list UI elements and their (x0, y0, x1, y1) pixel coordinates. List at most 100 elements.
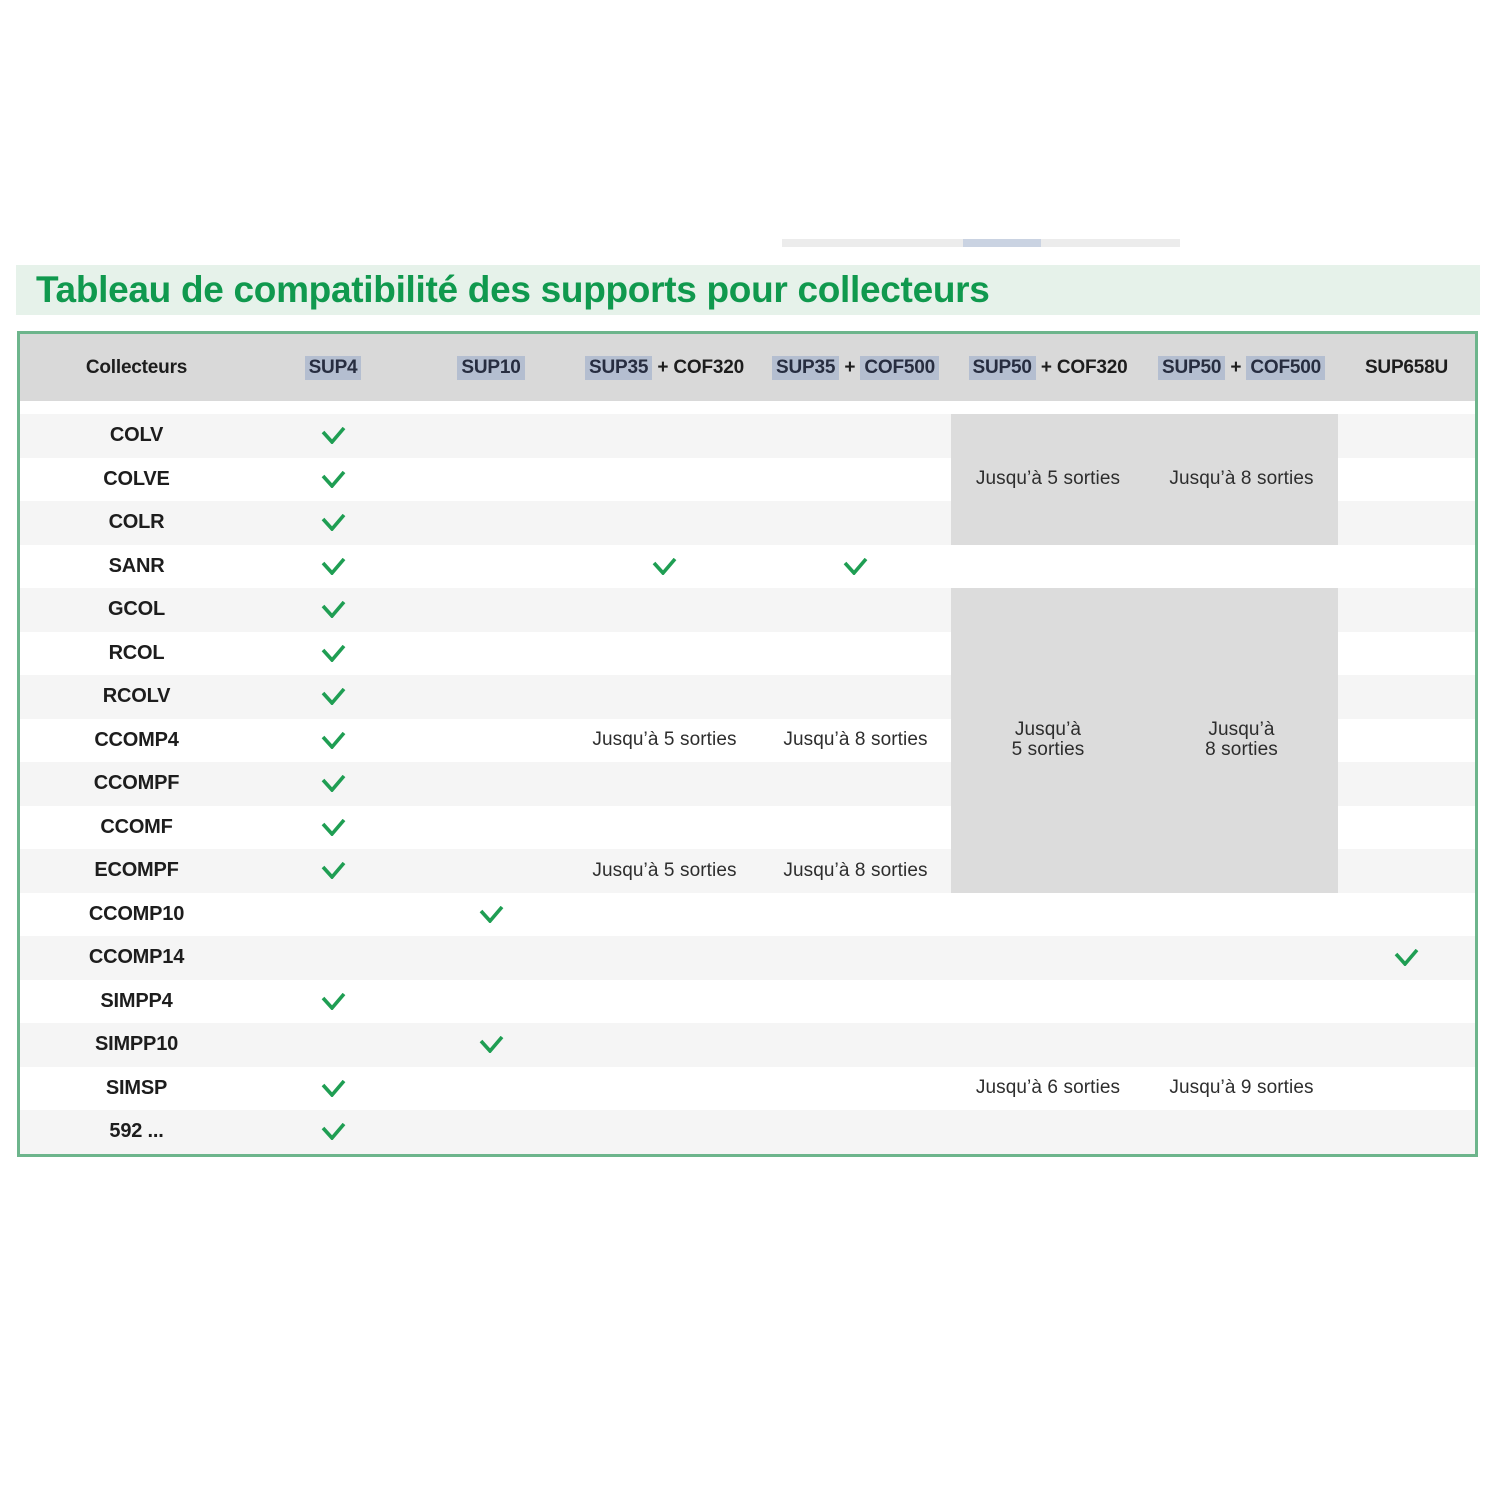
table-cell (951, 1110, 1145, 1154)
table-cell (413, 1023, 569, 1067)
table-cell (1338, 675, 1475, 719)
table-row: SIMSP Jusqu’à 6 sorties Jusqu’à 9 sorties (20, 1066, 1475, 1111)
table-cell (760, 501, 951, 545)
col-header-sup658u: SUP658U (1338, 334, 1475, 401)
table-cell (569, 893, 760, 937)
table-cell (951, 631, 1145, 675)
highlighted-header-token: SUP4 (304, 355, 362, 380)
table-cell (1338, 806, 1475, 850)
table-row: CCOMP4 Jusqu’à 5 sorties Jusqu’à 8 sorties… (20, 718, 1475, 763)
check-mark (320, 818, 347, 836)
check-mark (320, 427, 347, 445)
table-cell (951, 675, 1145, 719)
check-icon (321, 644, 345, 662)
row-label: SIMPP10 (94, 1033, 179, 1056)
check-icon (321, 818, 345, 836)
cell-note: Jusqu’à 8 sorties (783, 729, 928, 751)
table-cell (760, 632, 951, 676)
table-cell (1338, 1110, 1475, 1154)
header-token: + (657, 356, 669, 378)
cell-note: Jusqu’à 8 sorties (783, 859, 928, 881)
table-cell (1338, 762, 1475, 806)
table-cell (951, 805, 1145, 849)
table-cell (413, 980, 569, 1024)
table-cell (760, 893, 951, 937)
table-cell (413, 1067, 569, 1111)
highlighted-header-token: COF500 (860, 355, 939, 380)
table-row: GCOL (20, 588, 1475, 632)
table-cell (413, 501, 569, 545)
table-cell (760, 936, 951, 980)
table-cell: Jusqu’à 5 sorties (951, 457, 1145, 501)
table-cell (1145, 545, 1338, 589)
table-cell (413, 806, 569, 850)
table-cell (951, 1023, 1145, 1067)
table-row: RCOL (20, 631, 1475, 676)
cell-note-multiline: Jusqu’à 8 sorties (1205, 719, 1278, 761)
table-cell (253, 632, 413, 676)
row-label: RCOLV (102, 685, 171, 708)
col-header-sup50-cof500: SUP50 + COF500 (1145, 334, 1338, 401)
row-label: COLV (109, 424, 164, 447)
table-cell (569, 632, 760, 676)
table-cell (253, 458, 413, 502)
row-label: CCOMPF (93, 772, 180, 795)
table-cell (253, 675, 413, 719)
table-cell (760, 762, 951, 806)
table-cell: Jusqu’à 8 sorties (760, 849, 951, 893)
table-cell (760, 458, 951, 502)
check-icon (1394, 949, 1419, 967)
table-row: COLV (20, 414, 1475, 458)
table-cell (253, 588, 413, 632)
table-cell: Jusqu’à 5 sorties (569, 719, 760, 763)
row-label: ECOMPF (94, 859, 179, 882)
header-token: + (844, 356, 856, 378)
cell-note: Jusqu’à 5 sorties (592, 859, 737, 881)
table-cell (569, 1067, 760, 1111)
check-icon (321, 1079, 345, 1097)
table-cell (760, 980, 951, 1024)
table-cell (1145, 849, 1338, 893)
table-cell (1338, 1067, 1475, 1111)
table-cell (1145, 762, 1338, 806)
table-cell (253, 501, 413, 545)
cell-note: Jusqu’à 5 sorties (592, 729, 737, 751)
header-token: COF320 (673, 356, 744, 378)
check-icon (321, 514, 345, 532)
table-cell (760, 806, 951, 850)
check-mark (320, 514, 347, 532)
table-cell (1145, 501, 1338, 545)
header-token: + (1230, 356, 1242, 378)
table-cell (569, 1110, 760, 1154)
row-label: COLVE (103, 467, 170, 490)
table-cell (413, 545, 569, 589)
check-icon (321, 557, 345, 575)
row-label: GCOL (108, 598, 165, 621)
table-cell (253, 980, 413, 1024)
table-cell (760, 414, 951, 458)
check-mark (320, 557, 347, 575)
table-row: CCOMF (20, 805, 1475, 850)
row-label: SANR (108, 554, 165, 577)
table-body: COLV COLVE Jusqu’à 5 sorties Jusqu’à 8 sort… (20, 401, 1475, 1154)
table-cell (253, 849, 413, 893)
check-mark (320, 731, 347, 749)
table-cell (569, 980, 760, 1024)
col-header-sup10: SUP10 (413, 334, 569, 401)
table-cell (569, 936, 760, 980)
check-icon (479, 905, 503, 923)
cell-note: Jusqu’à 8 sorties (1169, 468, 1314, 490)
check-icon (321, 731, 345, 749)
check-mark (320, 775, 347, 793)
highlighted-header-token: SUP50 (968, 355, 1036, 380)
table-cell (1338, 1023, 1475, 1067)
row-label: COLR (108, 511, 165, 534)
check-icon (321, 688, 345, 706)
row-label: SIMPP4 (100, 989, 173, 1012)
table-cell (253, 1067, 413, 1111)
table-cell (951, 588, 1145, 632)
table-row: RCOLV (20, 675, 1475, 719)
highlighted-header-token: SUP50 (1158, 355, 1226, 380)
col-header-sup35-cof500: SUP35 + COF500 (760, 334, 951, 401)
